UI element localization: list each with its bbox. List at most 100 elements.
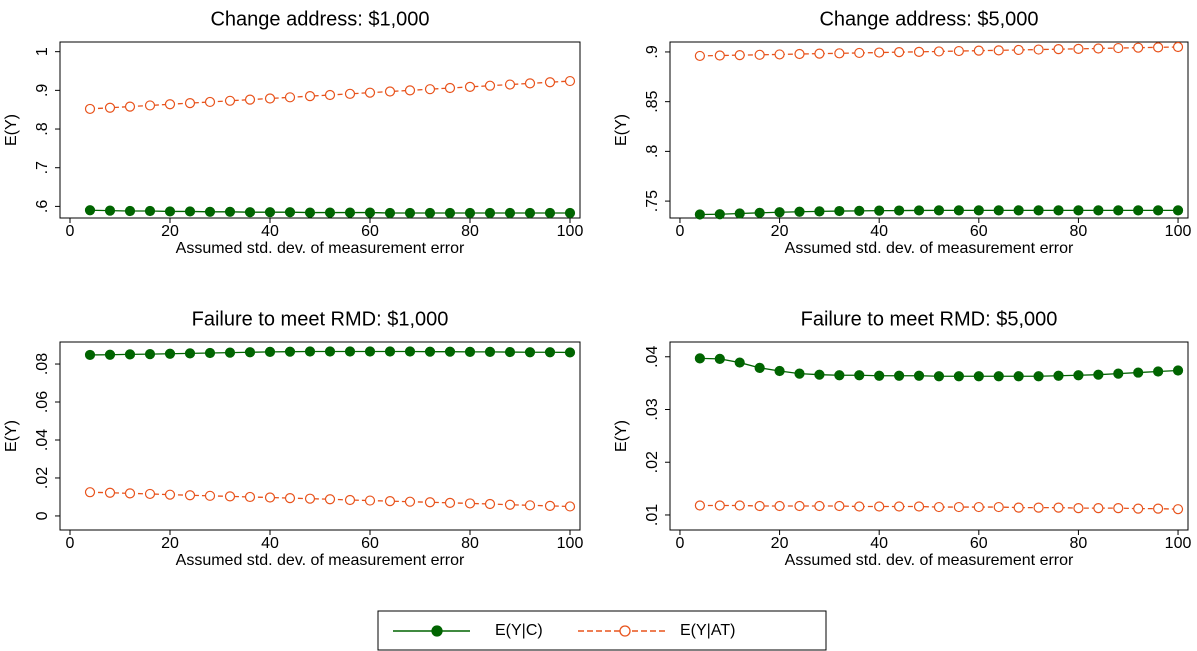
data-point xyxy=(1013,371,1024,382)
data-point xyxy=(814,206,825,217)
data-point xyxy=(973,45,984,56)
data-point xyxy=(1113,503,1124,514)
data-point xyxy=(464,81,476,92)
data-point xyxy=(953,371,964,382)
data-point xyxy=(124,488,136,499)
data-point xyxy=(1113,368,1124,379)
data-point xyxy=(1153,366,1164,377)
data-point xyxy=(284,207,296,218)
data-point xyxy=(204,96,216,108)
data-point xyxy=(694,353,705,364)
data-point xyxy=(874,370,885,381)
data-point xyxy=(84,487,96,498)
data-point xyxy=(1073,503,1084,514)
data-point xyxy=(224,347,236,358)
data-point xyxy=(714,209,725,220)
data-point xyxy=(564,75,576,87)
x-tick-label: 20 xyxy=(161,535,179,552)
data-point xyxy=(1153,42,1164,53)
x-tick-label: 40 xyxy=(261,535,279,552)
data-point xyxy=(913,370,925,381)
data-point xyxy=(1093,503,1104,514)
chart-title: Change address: $5,000 xyxy=(819,8,1038,30)
data-point xyxy=(1153,503,1164,514)
data-point xyxy=(814,500,825,512)
data-point xyxy=(404,207,416,219)
data-point xyxy=(973,371,984,382)
data-point xyxy=(524,207,536,219)
data-point xyxy=(424,84,436,95)
data-point xyxy=(1153,205,1164,216)
x-axis-label: Assumed std. dev. of measurement error xyxy=(785,552,1074,569)
data-point xyxy=(993,371,1004,382)
plot-frame xyxy=(59,341,581,531)
data-point xyxy=(544,207,556,219)
y-tick-label: 1 xyxy=(34,47,51,56)
x-axis-label: Assumed std. dev. of measurement error xyxy=(176,240,465,257)
data-point xyxy=(854,47,865,59)
y-tick-label: .8 xyxy=(644,145,661,158)
data-point xyxy=(754,362,765,373)
data-point xyxy=(913,501,925,512)
data-point xyxy=(364,87,376,98)
chart-title: Change address: $1,000 xyxy=(210,8,429,30)
x-tick-label: 100 xyxy=(557,535,584,552)
data-point xyxy=(344,88,356,99)
data-point xyxy=(774,500,785,512)
data-point xyxy=(144,349,156,360)
x-tick-label: 20 xyxy=(771,535,789,552)
x-tick-label: 60 xyxy=(361,223,379,240)
data-point xyxy=(1013,205,1024,216)
data-point xyxy=(284,346,296,357)
data-point xyxy=(564,347,576,358)
data-point xyxy=(1053,44,1064,55)
data-point xyxy=(774,207,785,218)
legend-marker xyxy=(431,625,443,637)
data-point xyxy=(204,206,216,217)
data-point xyxy=(1133,42,1144,53)
data-point xyxy=(754,49,765,60)
y-tick-label: .75 xyxy=(644,190,661,212)
x-tick-label: 60 xyxy=(970,535,988,552)
data-point xyxy=(1073,205,1084,216)
y-tick-label: .6 xyxy=(34,200,51,213)
data-point xyxy=(104,349,116,360)
data-point xyxy=(754,207,765,218)
data-point xyxy=(1113,205,1124,216)
y-tick-label: .7 xyxy=(34,161,51,174)
x-tick-label: 60 xyxy=(361,535,379,552)
data-point xyxy=(484,346,496,357)
data-point xyxy=(694,50,705,62)
data-point xyxy=(464,498,476,509)
data-point xyxy=(144,205,156,217)
data-point xyxy=(913,205,925,216)
data-point xyxy=(364,207,376,218)
data-point xyxy=(834,370,845,381)
data-point xyxy=(84,103,96,115)
data-point xyxy=(264,346,276,357)
data-point xyxy=(244,94,256,105)
data-point xyxy=(1073,370,1084,381)
data-point xyxy=(774,365,785,377)
x-tick-label: 40 xyxy=(870,535,888,552)
data-point xyxy=(484,80,496,91)
data-point xyxy=(184,206,196,217)
data-point xyxy=(973,205,984,216)
x-axis-label: Assumed std. dev. of measurement error xyxy=(785,240,1074,257)
data-point xyxy=(1033,371,1044,382)
x-tick-label: 80 xyxy=(461,535,479,552)
data-point xyxy=(164,206,176,217)
legend-label: E(Y|C) xyxy=(495,622,543,639)
data-point xyxy=(184,98,196,109)
data-point xyxy=(284,492,296,504)
data-point xyxy=(124,205,136,217)
y-tick-label: 0 xyxy=(34,511,51,520)
data-point xyxy=(204,347,216,359)
data-point xyxy=(1033,44,1044,55)
data-point xyxy=(1053,370,1064,381)
data-point xyxy=(184,348,196,359)
data-point xyxy=(144,100,156,111)
data-point xyxy=(894,501,905,512)
